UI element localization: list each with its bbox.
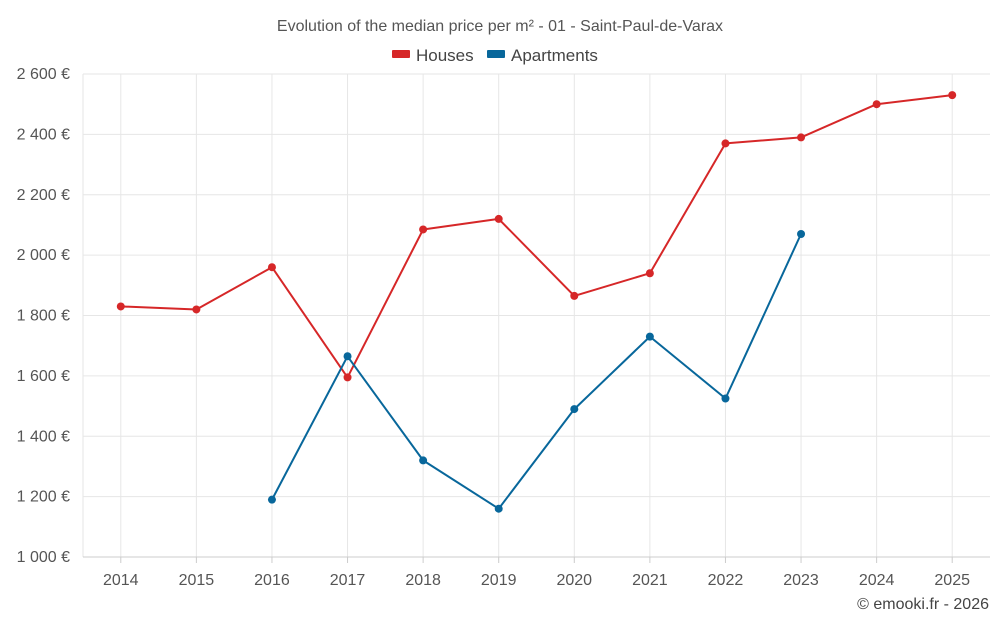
x-tick-label: 2020 <box>556 572 592 589</box>
x-tick-label: 2017 <box>330 572 366 589</box>
y-tick-label: 2 400 € <box>17 126 70 143</box>
legend-swatch-apartments <box>487 50 505 58</box>
y-tick-label: 1 200 € <box>17 489 70 506</box>
x-tick-label: 2014 <box>103 572 139 589</box>
data-point-houses[interactable] <box>494 214 503 223</box>
x-axis: 2014 2015 2016 2017 2018 2019 2020 2021 2022 2023… <box>83 556 990 589</box>
data-point-houses[interactable] <box>419 225 428 234</box>
x-tick-label: 2018 <box>405 572 441 589</box>
x-tick-label: 2015 <box>179 572 215 589</box>
grid <box>82 73 990 558</box>
credit-text: © emooki.fr - 2026 <box>857 596 989 613</box>
data-point-houses[interactable] <box>797 133 806 142</box>
data-point-apartments[interactable] <box>494 504 503 513</box>
data-point-houses[interactable] <box>267 263 276 272</box>
data-point-houses[interactable] <box>192 305 201 314</box>
data-point-houses[interactable] <box>721 139 730 148</box>
y-tick-label: 1 000 € <box>17 549 70 566</box>
data-point-apartments[interactable] <box>267 495 276 504</box>
y-axis: 1 000 € 1 200 € 1 400 € 1 600 € 1 800 € 2 000… <box>17 66 70 566</box>
data-point-apartments[interactable] <box>343 352 352 361</box>
y-tick-label: 2 600 € <box>17 66 70 83</box>
data-point-houses[interactable] <box>570 291 579 300</box>
data-point-apartments[interactable] <box>797 229 806 238</box>
legend-swatch-houses <box>392 50 410 58</box>
series-layer <box>116 91 957 513</box>
x-tick-label: 2025 <box>934 572 970 589</box>
series-line-houses <box>120 94 953 379</box>
series-line-apartments <box>271 233 802 510</box>
legend-label-houses: Houses <box>416 46 474 65</box>
data-point-apartments[interactable] <box>419 456 428 465</box>
data-point-apartments[interactable] <box>645 332 654 341</box>
data-point-houses[interactable] <box>948 91 957 100</box>
legend-label-apartments: Apartments <box>511 46 598 65</box>
x-tick-label: 2024 <box>859 572 895 589</box>
data-point-houses[interactable] <box>872 100 881 109</box>
x-tick-label: 2023 <box>783 572 819 589</box>
legend-item-apartments[interactable]: Apartments <box>487 46 598 65</box>
data-point-apartments[interactable] <box>721 394 730 403</box>
x-tick-label: 2019 <box>481 572 517 589</box>
data-point-houses[interactable] <box>645 269 654 278</box>
y-tick-label: 1 600 € <box>17 368 70 385</box>
y-tick-label: 2 000 € <box>17 247 70 264</box>
y-tick-label: 1 800 € <box>17 308 70 325</box>
y-tick-label: 1 400 € <box>17 428 70 445</box>
data-point-apartments[interactable] <box>570 405 579 414</box>
legend: Houses Apartments <box>392 46 598 65</box>
x-tick-label: 2022 <box>708 572 744 589</box>
data-point-houses[interactable] <box>343 373 352 382</box>
x-tick-label: 2016 <box>254 572 290 589</box>
y-tick-label: 2 200 € <box>17 187 70 204</box>
data-point-houses[interactable] <box>116 302 125 311</box>
chart-title: Evolution of the median price per m² - 0… <box>277 18 723 35</box>
legend-item-houses[interactable]: Houses <box>392 46 474 65</box>
x-tick-label: 2021 <box>632 572 668 589</box>
